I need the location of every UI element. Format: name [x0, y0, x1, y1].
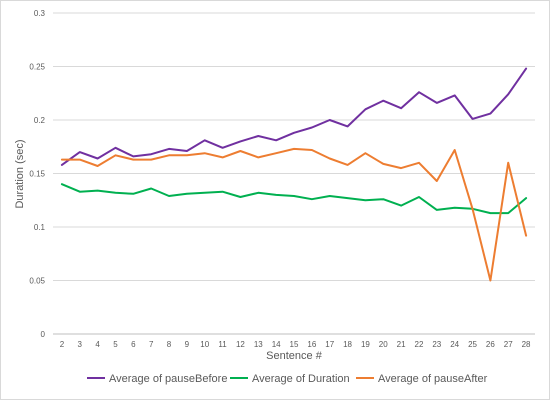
series-line-1: [62, 184, 526, 213]
x-tick-label: 16: [307, 340, 316, 349]
series-line-0: [62, 69, 526, 165]
x-tick-label: 3: [78, 340, 83, 349]
y-axis-ticks: 0 0.05 0.1 0.15 0.2 0.25 0.3: [29, 9, 45, 339]
x-tick-label: 12: [236, 340, 245, 349]
series-line-2: [62, 149, 526, 281]
y-axis-title: Duration (sec): [14, 139, 26, 208]
y-tick-label: 0.05: [29, 277, 45, 286]
x-tick-label: 10: [200, 340, 209, 349]
x-tick-label: 5: [113, 340, 118, 349]
x-tick-label: 21: [397, 340, 406, 349]
y-tick-label: 0.3: [34, 9, 46, 18]
x-tick-label: 13: [254, 340, 263, 349]
x-tick-label: 22: [415, 340, 424, 349]
x-tick-label: 4: [95, 340, 100, 349]
x-tick-label: 2: [60, 340, 65, 349]
x-tick-label: 15: [290, 340, 299, 349]
x-tick-label: 28: [522, 340, 531, 349]
x-tick-label: 27: [504, 340, 513, 349]
y-tick-label: 0.25: [29, 63, 45, 72]
x-tick-label: 26: [486, 340, 495, 349]
x-axis-title: Sentence #: [266, 350, 323, 362]
x-tick-label: 20: [379, 340, 388, 349]
x-tick-label: 7: [149, 340, 154, 349]
legend-label: Average of Duration: [252, 373, 350, 385]
x-tick-label: 11: [218, 340, 227, 349]
x-tick-label: 17: [325, 340, 334, 349]
legend-label: Average of pauseAfter: [378, 373, 488, 385]
legend-label: Average of pauseBefore: [109, 373, 227, 385]
legend: Average of pauseBefore Average of Duratio…: [87, 373, 488, 385]
y-tick-label: 0.15: [29, 170, 45, 179]
x-tick-label: 6: [131, 340, 136, 349]
x-tick-label: 19: [361, 340, 370, 349]
x-tick-label: 8: [167, 340, 172, 349]
y-tick-label: 0.2: [34, 116, 46, 125]
x-tick-label: 9: [185, 340, 190, 349]
x-tick-label: 23: [432, 340, 441, 349]
x-tick-label: 14: [272, 340, 281, 349]
series-lines: [62, 69, 526, 281]
y-tick-label: 0: [41, 330, 46, 339]
x-tick-label: 18: [343, 340, 352, 349]
x-tick-label: 25: [468, 340, 477, 349]
y-tick-label: 0.1: [34, 223, 46, 232]
x-tick-label: 24: [450, 340, 459, 349]
